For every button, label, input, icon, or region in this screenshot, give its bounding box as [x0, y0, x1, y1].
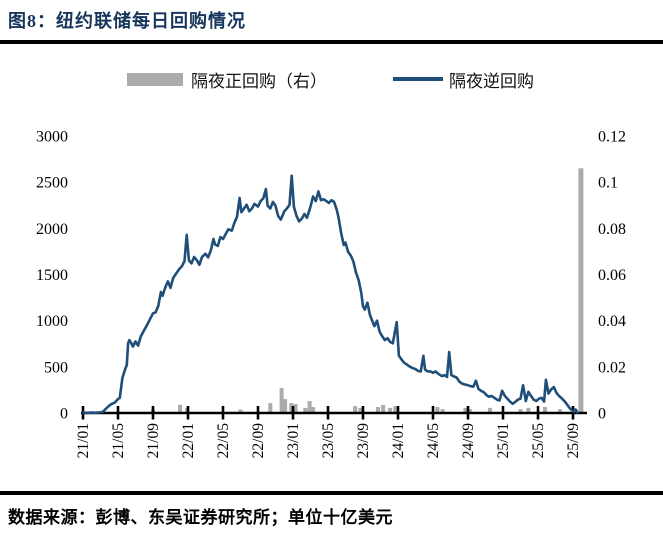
repo-bar: [518, 409, 523, 413]
bar-series-swatch: [127, 72, 183, 86]
right-axis-label: 0.08: [598, 221, 626, 238]
x-axis-label: 25/05: [530, 423, 547, 459]
right-axis-label: 0.04: [598, 313, 626, 330]
x-axis-label: 22/01: [180, 423, 197, 458]
top-divider: [0, 40, 663, 44]
repo-bar: [178, 404, 183, 413]
legend-label-repo: 隔夜正回购（右）: [191, 71, 327, 91]
figure-title: 图8：纽约联储每日回购情况: [8, 11, 246, 31]
left-axis-label: 0: [60, 406, 68, 423]
right-axis-label: 0.06: [598, 267, 626, 284]
x-axis-label: 25/01: [495, 423, 512, 458]
right-axis-label: 0.02: [598, 359, 626, 376]
x-axis-label: 22/09: [250, 423, 267, 459]
repo-bar: [307, 401, 312, 413]
x-axis-label: 21/05: [110, 423, 127, 459]
left-axis-label: 500: [44, 359, 68, 376]
repo-bar: [283, 399, 288, 413]
legend-label-reverse-repo: 隔夜逆回购: [449, 71, 534, 91]
repo-bar: [303, 407, 308, 413]
x-axis-label: 21/09: [145, 423, 162, 459]
x-axis-label: 25/09: [565, 423, 582, 459]
chart-legend: 隔夜正回购（右） 隔夜逆回购: [0, 68, 663, 92]
repo-bar: [543, 407, 547, 413]
right-axis-label: 0.1: [598, 175, 618, 192]
repo-bar: [289, 403, 294, 413]
line-series-overnight-reverse-repo: [81, 174, 579, 415]
repo-bar: [279, 388, 284, 413]
right-axis-label: 0.12: [598, 129, 626, 146]
x-axis-labels: 21/01 21/05 21/09 22/01 22/05 22/09 23/01 23/05…: [75, 423, 582, 459]
x-axis-label: 23/09: [355, 423, 372, 459]
repo-bar: [393, 406, 398, 413]
repo-bar: [526, 407, 531, 413]
line-series-swatch: [393, 77, 443, 81]
repo-bar: [358, 407, 363, 413]
source-note: 数据来源：彭博、东吴证券研究所；单位十亿美元: [8, 508, 393, 527]
repo-bar: [467, 409, 472, 413]
x-axis-label: 21/01: [75, 423, 92, 458]
repo-bar: [487, 407, 492, 413]
repo-bar: [388, 407, 393, 413]
bottom-divider: [0, 491, 663, 495]
x-axis-label: 24/05: [425, 423, 442, 459]
repo-bar: [440, 409, 445, 413]
legend-item-reverse-repo: 隔夜逆回购: [393, 68, 534, 91]
repo-bar: [375, 407, 380, 413]
bar-series-overnight-repo: [151, 168, 584, 413]
repo-bar: [463, 407, 468, 413]
left-axis-labels: 0 500 1000 1500 2000 2500 3000: [36, 129, 68, 423]
x-axis-label: 23/05: [320, 423, 337, 459]
repo-bar: [353, 406, 358, 413]
chart-plot: 21/01 21/05 21/09 22/01 22/05 22/09 23/01 23/05…: [36, 129, 626, 459]
right-axis-labels: 0 0.02 0.04 0.06 0.08 0.1 0.12: [598, 129, 626, 423]
repo-bar: [293, 404, 298, 413]
repo-bar: [578, 168, 584, 413]
right-axis-label: 0: [598, 406, 606, 423]
legend-item-repo: 隔夜正回购（右）: [127, 68, 327, 91]
repo-bar: [238, 409, 243, 413]
left-axis-label: 2500: [36, 175, 68, 192]
repo-bar: [268, 403, 273, 413]
x-axis-label: 22/05: [215, 423, 232, 459]
x-axis-label: 24/09: [460, 423, 477, 459]
repo-bar: [381, 404, 386, 413]
x-axis-label: 23/01: [285, 423, 302, 458]
left-axis-label: 2000: [36, 221, 68, 238]
left-axis-label: 1500: [36, 267, 68, 284]
left-axis-label: 3000: [36, 129, 68, 146]
repo-bar: [311, 407, 316, 413]
x-axis-label: 24/01: [390, 423, 407, 458]
repo-bar: [557, 409, 562, 413]
left-axis-label: 1000: [36, 313, 68, 330]
x-axis: [81, 406, 587, 420]
repo-bar: [435, 407, 440, 413]
